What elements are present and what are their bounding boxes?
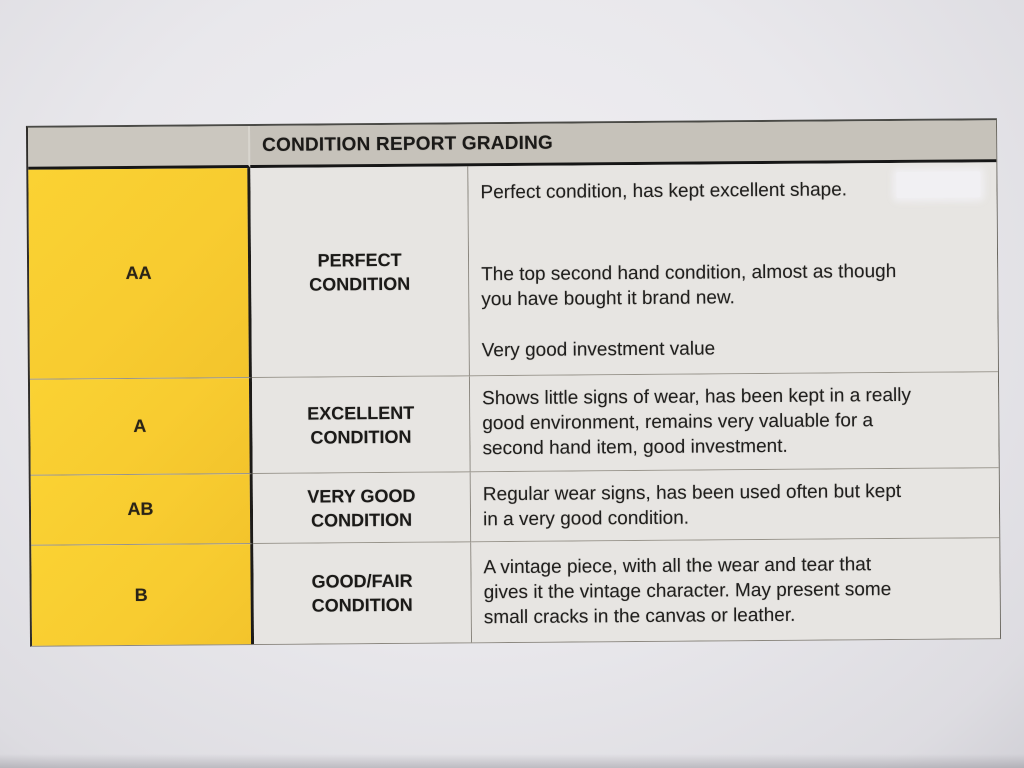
grade-cell-a: A: [29, 378, 253, 476]
grade-label: AA: [125, 262, 152, 284]
description-paragraph: Regular wear signs, has been used often …: [482, 480, 902, 530]
grade-label: AB: [127, 498, 154, 520]
condition-cell-ab: VERY GOOD CONDITION: [252, 472, 472, 545]
description-paragraph: A vintage piece, with all the wear and t…: [483, 553, 892, 628]
whiteout-patch: [896, 171, 981, 198]
condition-cell-aa: PERFECT CONDITION: [250, 166, 470, 379]
grade-cell-ab: AB: [30, 474, 254, 546]
condition-cell-b: GOOD/FAIR CONDITION: [253, 542, 473, 645]
condition-label-line: CONDITION: [310, 426, 412, 448]
header-blank-cell: [27, 126, 251, 170]
condition-label-line: CONDITION: [309, 273, 411, 295]
grade-cell-aa: AA: [28, 168, 252, 380]
grade-cell-b: B: [31, 544, 255, 646]
description-cell-b: A vintage piece, with all the wear and t…: [471, 538, 1001, 643]
description-cell-aa: Perfect condition, has kept excellent sh…: [468, 162, 998, 377]
condition-label-line: CONDITION: [310, 509, 413, 531]
table-title: CONDITION REPORT GRADING: [249, 120, 997, 169]
condition-label-line: PERFECT: [317, 249, 402, 271]
condition-label-line: EXCELLENT: [307, 402, 415, 424]
description-paragraph: Very good investment value: [481, 338, 716, 362]
grade-label: B: [134, 584, 148, 605]
description-cell-a: Shows little signs of wear, has been kep…: [469, 372, 999, 473]
condition-label-line: VERY GOOD: [307, 485, 416, 507]
condition-label-line: GOOD/FAIR: [311, 570, 413, 592]
description-paragraph: Shows little signs of wear, has been kep…: [482, 384, 911, 460]
condition-cell-a: EXCELLENT CONDITION: [251, 376, 471, 475]
description-paragraph: The top second hand condition, almost as…: [481, 260, 897, 311]
grade-label: A: [133, 415, 147, 436]
condition-label-line: CONDITION: [311, 594, 413, 616]
description-cell-ab: Regular wear signs, has been used often …: [470, 468, 1000, 543]
condition-report-table: CONDITION REPORT GRADING AA PERFECT COND…: [25, 118, 1002, 647]
photo-edge-shadow: [0, 754, 1024, 768]
